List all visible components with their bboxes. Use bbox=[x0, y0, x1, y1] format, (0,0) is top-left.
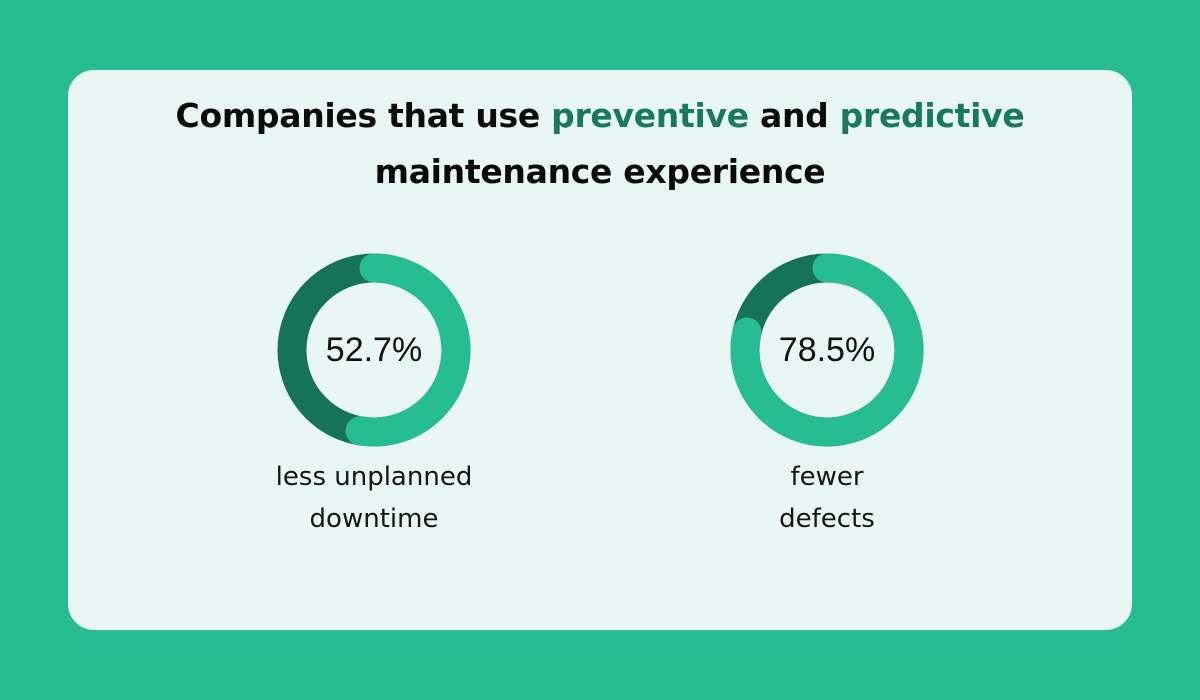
stat-value: 78.5% bbox=[778, 330, 876, 369]
donut-ring bbox=[277, 253, 471, 447]
title-text: and bbox=[748, 96, 840, 135]
infographic-card bbox=[68, 70, 1132, 630]
caption-line: downtime bbox=[309, 504, 439, 534]
stat-value: 52.7% bbox=[325, 330, 423, 369]
caption-line: less unplanned bbox=[275, 462, 473, 492]
title-accent-predictive: predictive bbox=[839, 96, 1025, 135]
title-accent-preventive: preventive bbox=[551, 96, 749, 135]
donut-ring bbox=[730, 253, 924, 447]
donut-chart-downtime: 52.7% bbox=[274, 250, 474, 450]
title-text: Companies that use bbox=[175, 96, 552, 135]
title-line2: maintenance experience bbox=[374, 152, 826, 191]
stat-caption-downtime: less unplanned downtime bbox=[224, 456, 524, 540]
stat-caption-defects: fewer defects bbox=[677, 456, 977, 540]
caption-line: fewer bbox=[790, 462, 864, 492]
page-title: Companies that use preventive and predic… bbox=[0, 88, 1200, 200]
caption-line: defects bbox=[779, 504, 875, 534]
donut-chart-defects: 78.5% bbox=[727, 250, 927, 450]
